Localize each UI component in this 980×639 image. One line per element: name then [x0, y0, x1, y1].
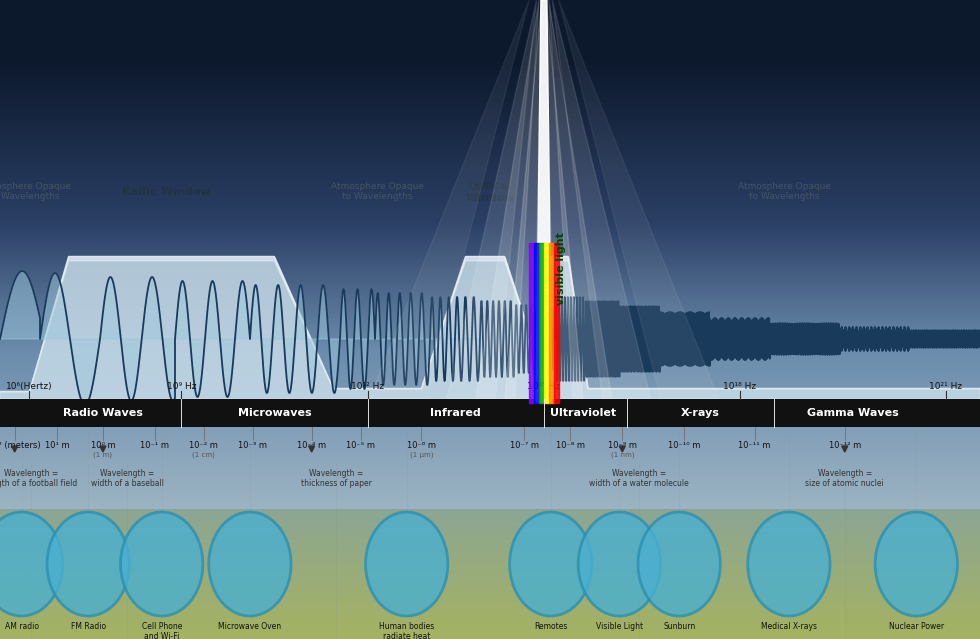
Ellipse shape: [638, 512, 720, 616]
Text: visible light: visible light: [556, 232, 565, 305]
Bar: [539, 243, 544, 403]
Polygon shape: [368, 0, 529, 403]
Polygon shape: [505, 0, 542, 403]
Polygon shape: [559, 0, 720, 403]
Text: (1 cm): (1 cm): [192, 452, 216, 459]
Text: AM radio: AM radio: [5, 622, 38, 631]
Text: (1 nm): (1 nm): [611, 452, 634, 459]
Text: 10⁻¹ m: 10⁻¹ m: [140, 441, 170, 450]
Ellipse shape: [47, 512, 129, 616]
Text: 10⁻⁷ m: 10⁻⁷ m: [510, 441, 539, 450]
Text: 10² (meters): 10² (meters): [0, 441, 41, 450]
Bar: [534, 243, 539, 403]
Ellipse shape: [366, 512, 448, 616]
Ellipse shape: [121, 512, 203, 616]
Polygon shape: [547, 0, 583, 403]
Text: Sunburn: Sunburn: [663, 622, 695, 631]
Polygon shape: [100, 446, 106, 452]
Text: 10¹ m: 10¹ m: [44, 441, 70, 450]
Text: Infrared: Infrared: [430, 408, 481, 418]
Text: Atmosphere Opaque
to Wavelengths: Atmosphere Opaque to Wavelengths: [0, 182, 71, 201]
Text: 10⁻⁵ m: 10⁻⁵ m: [346, 441, 375, 450]
Text: 10⁻⁶ m: 10⁻⁶ m: [407, 441, 436, 450]
Text: Radio Waves: Radio Waves: [63, 408, 143, 418]
Polygon shape: [549, 0, 612, 403]
Polygon shape: [446, 0, 537, 403]
Polygon shape: [475, 0, 539, 403]
Text: 10²¹ Hz: 10²¹ Hz: [929, 382, 962, 391]
Text: Atmosphere Opaque
to Wavelengths: Atmosphere Opaque to Wavelengths: [738, 182, 830, 201]
Text: Wavelength =
size of atomic nuclei: Wavelength = size of atomic nuclei: [806, 469, 884, 488]
Text: 10⁹ Hz: 10⁹ Hz: [167, 382, 196, 391]
Text: Medical X-rays: Medical X-rays: [760, 622, 817, 631]
Text: 10⁻¹² m: 10⁻¹² m: [829, 441, 860, 450]
Bar: [554, 243, 559, 403]
Text: (1 m): (1 m): [93, 452, 113, 459]
Ellipse shape: [510, 512, 592, 616]
Text: Ultraviolet: Ultraviolet: [550, 408, 616, 418]
Polygon shape: [12, 446, 18, 452]
Text: 10⁻² m: 10⁻² m: [189, 441, 219, 450]
Text: (1 μm): (1 μm): [410, 452, 433, 459]
Text: 10⁻¹¹ m: 10⁻¹¹ m: [738, 441, 771, 450]
Bar: [544, 243, 549, 403]
Text: Atmosphere Opaque
to Wavelengths: Atmosphere Opaque to Wavelengths: [331, 182, 423, 201]
Text: 10¹⁵ Hz: 10¹⁵ Hz: [527, 382, 561, 391]
Text: 10⁻⁹ m: 10⁻⁹ m: [608, 441, 637, 450]
Text: 10⁶(Hertz): 10⁶(Hertz): [6, 382, 53, 391]
Text: Cell Phone
and Wi-Fi: Cell Phone and Wi-Fi: [141, 622, 182, 639]
Text: 10⁰ m: 10⁰ m: [90, 441, 116, 450]
Text: 10¹² Hz: 10¹² Hz: [351, 382, 384, 391]
Text: Optical
Window: Optical Window: [466, 181, 514, 203]
Text: Wavelength =
length of a football field: Wavelength = length of a football field: [0, 469, 77, 488]
Text: Gamma Waves: Gamma Waves: [807, 408, 899, 418]
Text: 10⁻⁸ m: 10⁻⁸ m: [556, 441, 585, 450]
Text: Remotes: Remotes: [534, 622, 567, 631]
Text: Wavelength =
thickness of paper: Wavelength = thickness of paper: [301, 469, 371, 488]
Ellipse shape: [0, 512, 63, 616]
Ellipse shape: [748, 512, 830, 616]
Ellipse shape: [875, 512, 957, 616]
Text: Microwave Oven: Microwave Oven: [219, 622, 281, 631]
Ellipse shape: [209, 512, 291, 616]
Text: 10⁻¹⁰ m: 10⁻¹⁰ m: [667, 441, 701, 450]
Text: 10¹⁸ Hz: 10¹⁸ Hz: [723, 382, 757, 391]
Text: Nuclear Power: Nuclear Power: [889, 622, 944, 631]
Polygon shape: [619, 446, 625, 452]
Text: Wavelength =
width of a baseball: Wavelength = width of a baseball: [91, 469, 164, 488]
Bar: [549, 243, 554, 403]
Text: Visible Light: Visible Light: [596, 622, 643, 631]
Text: 10⁻³ m: 10⁻³ m: [238, 441, 268, 450]
Ellipse shape: [578, 512, 661, 616]
Polygon shape: [536, 0, 552, 403]
Polygon shape: [553, 0, 652, 403]
Bar: [0, 399, 980, 427]
Text: Human bodies
radiate heat: Human bodies radiate heat: [379, 622, 434, 639]
Bar: [529, 243, 534, 403]
Text: Microwaves: Microwaves: [237, 408, 312, 418]
Text: 10⁻⁴ m: 10⁻⁴ m: [297, 441, 326, 450]
Polygon shape: [309, 446, 315, 452]
Text: X-rays: X-rays: [681, 408, 720, 418]
Polygon shape: [842, 446, 848, 452]
Text: Wavelength =
width of a water molecule: Wavelength = width of a water molecule: [589, 469, 689, 488]
Text: FM Radio: FM Radio: [71, 622, 106, 631]
Text: Radio Window: Radio Window: [122, 187, 211, 197]
